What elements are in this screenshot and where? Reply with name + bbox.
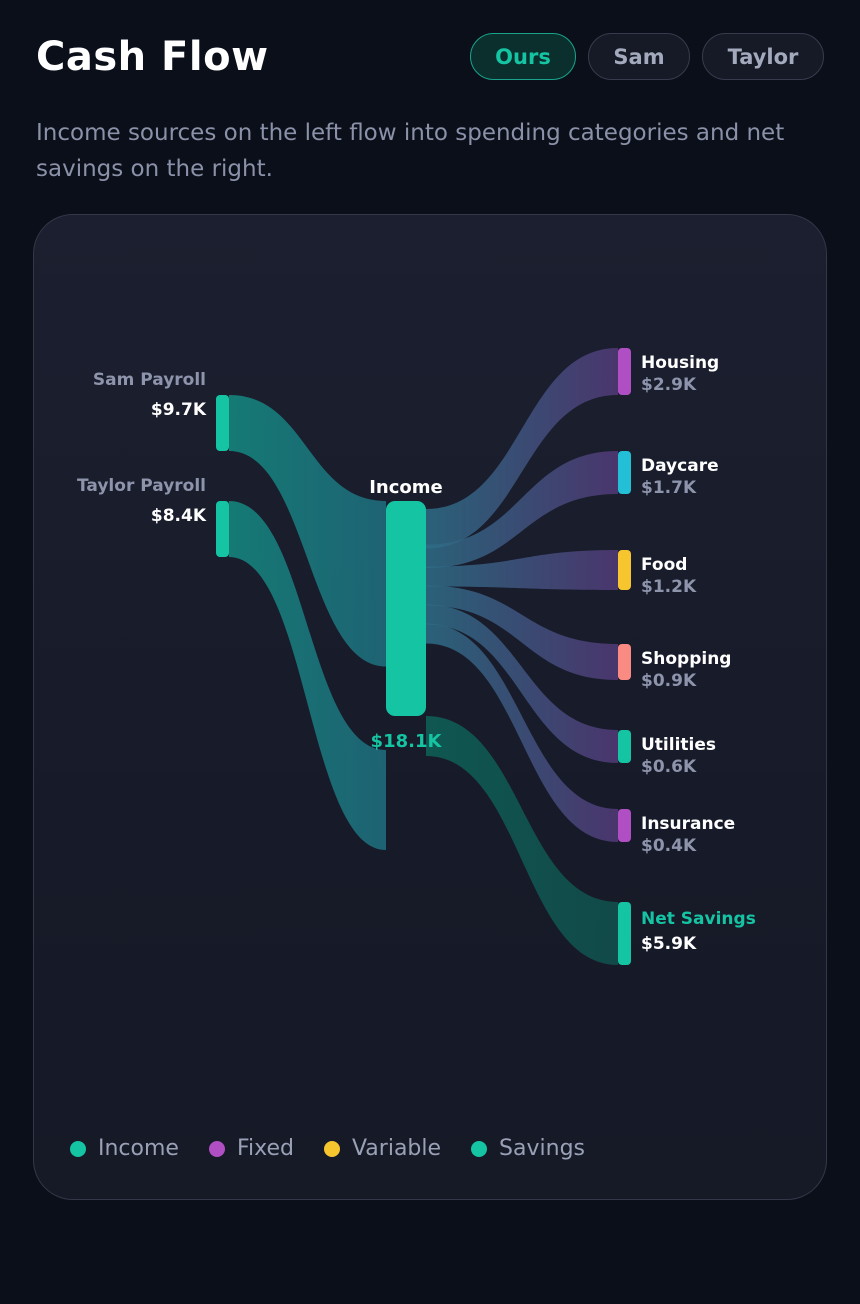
- value-net-savings: $5.9K: [641, 934, 697, 954]
- label-daycare: Daycare: [641, 456, 719, 476]
- value-daycare: $1.7K: [641, 478, 697, 498]
- label-utilities: Utilities: [641, 735, 716, 755]
- legend-label-variable: Variable: [351, 1136, 442, 1161]
- legend-item-income: Income: [70, 1136, 179, 1161]
- node-food: [618, 550, 631, 590]
- label-insurance: Insurance: [641, 814, 735, 834]
- legend-dot-income: [70, 1140, 86, 1157]
- label-net-savings: Net Savings: [641, 909, 756, 929]
- legend-label-fixed: Fixed: [236, 1136, 294, 1161]
- link-housing: [426, 348, 618, 549]
- value-shopping: $0.9K: [641, 671, 697, 691]
- node-daycare: [618, 451, 631, 494]
- legend-dot-savings: [471, 1140, 488, 1157]
- page-subtitle: Income sources on the left flow into spe…: [36, 120, 785, 182]
- legend-item-variable: Variable: [323, 1136, 442, 1161]
- node-shopping: [618, 644, 631, 680]
- label-housing: Housing: [641, 353, 719, 373]
- node-taylor-payroll: [216, 501, 229, 557]
- value-utilities: $0.6K: [641, 757, 697, 777]
- link-shopping: [426, 585, 618, 680]
- legend-label-income: Income: [98, 1136, 179, 1161]
- value-income: $18.1K: [371, 731, 443, 752]
- link-sam-payroll: [229, 395, 386, 667]
- link-utilities: [426, 604, 618, 763]
- tab-sam[interactable]: Sam: [588, 33, 690, 80]
- link-insurance: [426, 623, 618, 842]
- node-net-savings: [618, 902, 631, 965]
- label-taylor-payroll: Taylor Payroll: [77, 476, 206, 496]
- value-sam-payroll: $9.7K: [151, 400, 207, 420]
- link-food: [426, 550, 618, 590]
- node-utilities: [618, 730, 631, 763]
- tab-taylor[interactable]: Taylor: [702, 33, 824, 80]
- legend-dot-variable: [323, 1140, 340, 1157]
- page-title: Cash Flow: [36, 34, 269, 80]
- legend-dot-fixed: [208, 1140, 225, 1157]
- node-sam-payroll: [216, 395, 229, 451]
- label-food: Food: [641, 555, 687, 575]
- link-taylor-payroll: [229, 501, 386, 850]
- label-shopping: Shopping: [641, 649, 731, 669]
- link-daycare: [426, 451, 618, 569]
- value-insurance: $0.4K: [641, 836, 697, 856]
- sankey-card: [33, 214, 827, 1200]
- value-food: $1.2K: [641, 577, 697, 597]
- value-taylor-payroll: $8.4K: [151, 506, 207, 526]
- chart-legend: Income Fixed Variable Savings: [70, 1136, 615, 1161]
- node-housing: [618, 348, 631, 395]
- label-sam-payroll: Sam Payroll: [93, 370, 206, 390]
- label-income: Income: [369, 477, 443, 498]
- value-housing: $2.9K: [641, 375, 697, 395]
- tab-ours[interactable]: Ours: [470, 33, 576, 80]
- link-net-savings: [426, 716, 618, 965]
- legend-item-fixed: Fixed: [208, 1136, 294, 1161]
- legend-label-savings: Savings: [499, 1136, 585, 1161]
- node-insurance: [618, 809, 631, 842]
- legend-item-savings: Savings: [471, 1136, 585, 1161]
- node-income: [386, 501, 426, 716]
